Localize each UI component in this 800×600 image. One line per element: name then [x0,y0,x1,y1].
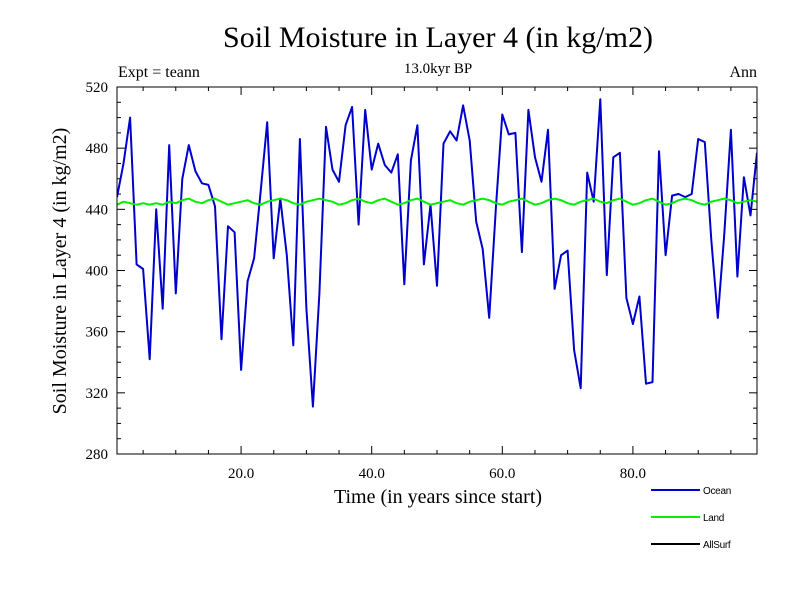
series-lines [117,98,757,408]
plot-frame [116,86,758,455]
y-axis-label: Soil Moisture in Layer 4 (in kg/m2) [49,128,71,415]
legend-label-ocean: Ocean [703,486,731,497]
series-line-ocean [117,98,757,408]
x-axis-label: Time (in years since start) [334,486,542,508]
y-tick-label: 280 [86,447,109,463]
y-tick-label: 520 [86,80,109,96]
y-tick-label: 360 [86,325,109,341]
legend: Ocean Land AllSurf [651,486,731,551]
x-tick-label: 40.0 [359,466,385,482]
y-tick-label: 320 [86,386,109,402]
x-tick-labels: 20.0 40.0 60.0 80.0 [228,466,646,482]
y-tick-label: 480 [86,141,109,157]
season-label: Ann [729,64,757,81]
series-line-land [117,197,757,206]
x-tick-label: 60.0 [489,466,515,482]
x-tick-label: 80.0 [620,466,646,482]
experiment-label: Expt = teann [118,64,200,81]
x-tick-label: 20.0 [228,466,254,482]
chart-title: Soil Moisture in Layer 4 (in kg/m2) [223,21,653,54]
y-tick-labels: 280 320 360 400 440 480 520 [86,80,109,463]
legend-label-land: Land [703,513,724,524]
y-tick-label: 440 [86,202,109,218]
legend-label-allsurf: AllSurf [703,540,731,551]
y-tick-label: 400 [86,264,109,280]
chart-subtitle: 13.0kyr BP [404,61,472,77]
